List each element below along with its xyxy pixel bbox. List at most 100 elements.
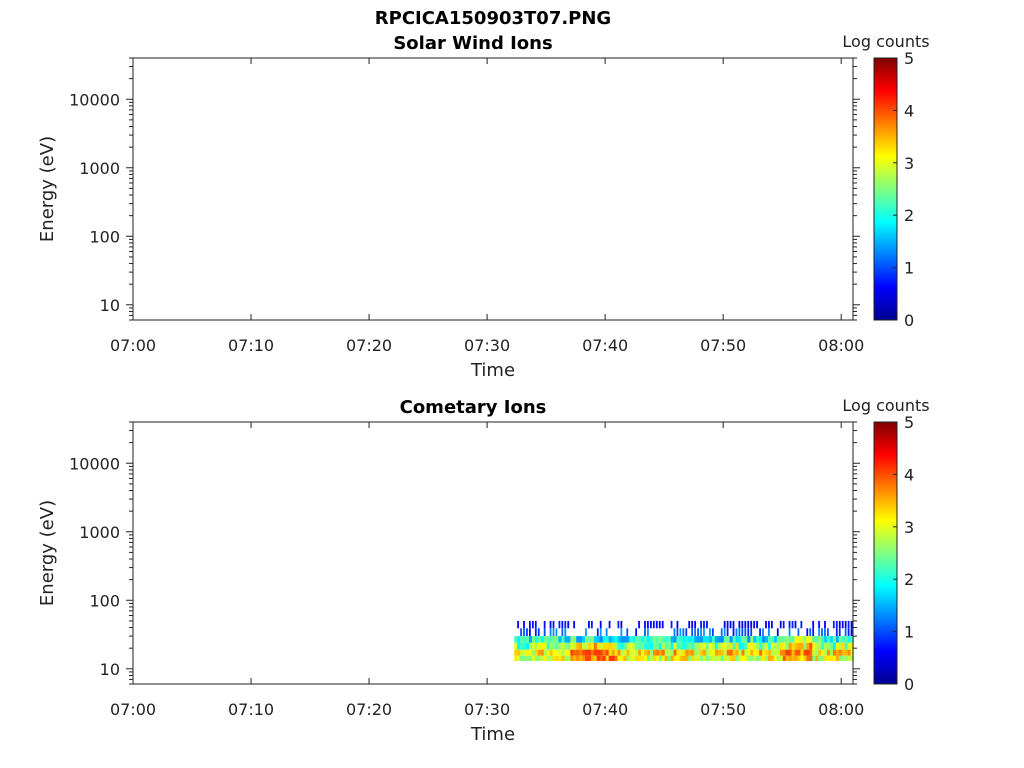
heatmap-cell <box>531 636 536 643</box>
heatmap-cell <box>782 636 787 643</box>
heatmap-cell <box>841 636 846 643</box>
heatmap-cell <box>611 642 615 650</box>
heatmap-cell <box>829 655 834 661</box>
heatmap-cell <box>590 642 595 650</box>
colorbar <box>873 57 898 321</box>
heatmap-cell <box>638 649 642 656</box>
heatmap-cell <box>523 636 527 643</box>
heatmap-cell <box>590 636 595 643</box>
heatmap-cell <box>847 655 851 661</box>
heatmap-cell <box>776 649 781 656</box>
heatmap-cell <box>658 636 663 643</box>
heatmap-cell <box>747 649 751 656</box>
heatmap-cell <box>641 649 645 656</box>
heatmap-cell <box>741 642 745 650</box>
heatmap-cell <box>694 655 698 661</box>
heatmap-cell <box>614 655 618 661</box>
heatmap-cell <box>809 649 813 656</box>
colorbar-tick-label: 0 <box>904 675 914 694</box>
heatmap-cell <box>685 655 689 661</box>
heatmap-cell <box>549 636 553 643</box>
heatmap-cell <box>537 649 542 656</box>
heatmap-cell <box>599 628 602 637</box>
y-tick-label: 10 <box>100 660 120 679</box>
heatmap-cell <box>732 628 735 637</box>
heatmap-cell <box>529 649 533 656</box>
x-tick-label: 07:40 <box>582 700 628 719</box>
heatmap-cell <box>570 636 574 643</box>
heatmap-cell <box>593 655 598 661</box>
heatmap-cell <box>649 636 654 643</box>
heatmap-cell <box>644 649 648 656</box>
heatmap-cell <box>779 655 784 661</box>
heatmap-cell <box>744 620 747 629</box>
heatmap-cell <box>700 628 702 637</box>
heatmap-cell <box>744 628 747 637</box>
heatmap-cell <box>821 655 825 661</box>
heatmap-cell <box>779 620 782 629</box>
colorbar-tick-label: 5 <box>904 413 914 432</box>
heatmap-cell <box>803 636 807 643</box>
heatmap-cell <box>726 620 729 629</box>
heatmap-cell <box>844 655 848 661</box>
heatmap-cell <box>679 649 683 656</box>
heatmap-cell <box>608 649 612 656</box>
plot-frame <box>132 421 854 685</box>
colorbar <box>873 421 898 685</box>
heatmap-cell <box>735 655 739 661</box>
heatmap-cell <box>847 628 850 637</box>
heatmap-cell <box>641 642 645 650</box>
heatmap-cell <box>514 655 518 661</box>
heatmap-cell <box>844 628 847 637</box>
heatmap-cell <box>579 636 583 643</box>
heatmap-cell <box>644 642 648 650</box>
heatmap-cell <box>582 642 586 650</box>
heatmap-cell <box>776 642 781 650</box>
heatmap-cell <box>626 636 630 643</box>
heatmap-cell <box>658 620 661 629</box>
heatmap-cell <box>664 636 668 643</box>
heatmap-cell <box>652 649 657 656</box>
heatmap-cell <box>797 655 801 661</box>
y-tick-label: 100 <box>89 227 120 246</box>
heatmap-cell <box>711 636 716 643</box>
heatmap-cell <box>670 620 673 629</box>
heatmap-cell <box>602 642 607 650</box>
x-tick-label: 07:30 <box>464 336 510 355</box>
heatmap-cell <box>531 649 536 656</box>
heatmap-cell <box>720 649 725 656</box>
heatmap-cell <box>835 649 840 656</box>
heatmap-cell <box>835 628 838 637</box>
heatmap-cell <box>841 642 846 650</box>
heatmap-cell <box>785 655 789 661</box>
heatmap-cell <box>773 649 778 656</box>
heatmap-cell <box>608 642 612 650</box>
heatmap-cell <box>729 642 733 650</box>
heatmap-cell <box>534 655 539 661</box>
heatmap-cell <box>720 655 725 661</box>
x-tick-label: 07:00 <box>110 336 156 355</box>
heatmap-cell <box>526 642 530 650</box>
heatmap-cell <box>703 642 707 650</box>
heatmap-cell <box>641 636 645 643</box>
heatmap-cell <box>537 655 542 661</box>
heatmap-cell <box>676 655 680 661</box>
heatmap-cell <box>815 642 819 650</box>
heatmap-cell <box>821 649 825 656</box>
heatmap-cell <box>762 636 766 643</box>
heatmap-cell <box>537 628 540 637</box>
heatmap-cell <box>673 628 676 637</box>
heatmap-cell <box>747 628 750 637</box>
heatmap-cell <box>599 636 604 643</box>
heatmap-cell <box>529 642 533 650</box>
colorbar-tick-label: 3 <box>904 154 914 173</box>
heatmap-cell <box>818 628 820 637</box>
x-tick-label: 07:10 <box>228 336 274 355</box>
heatmap-cell <box>762 642 766 650</box>
heatmap-cell <box>711 649 716 656</box>
heatmap-cell <box>573 655 577 661</box>
heatmap-cell <box>850 649 854 656</box>
heatmap-cell <box>617 636 621 643</box>
heatmap-cell <box>590 649 595 656</box>
y-axis-label: Energy (eV) <box>37 136 58 242</box>
